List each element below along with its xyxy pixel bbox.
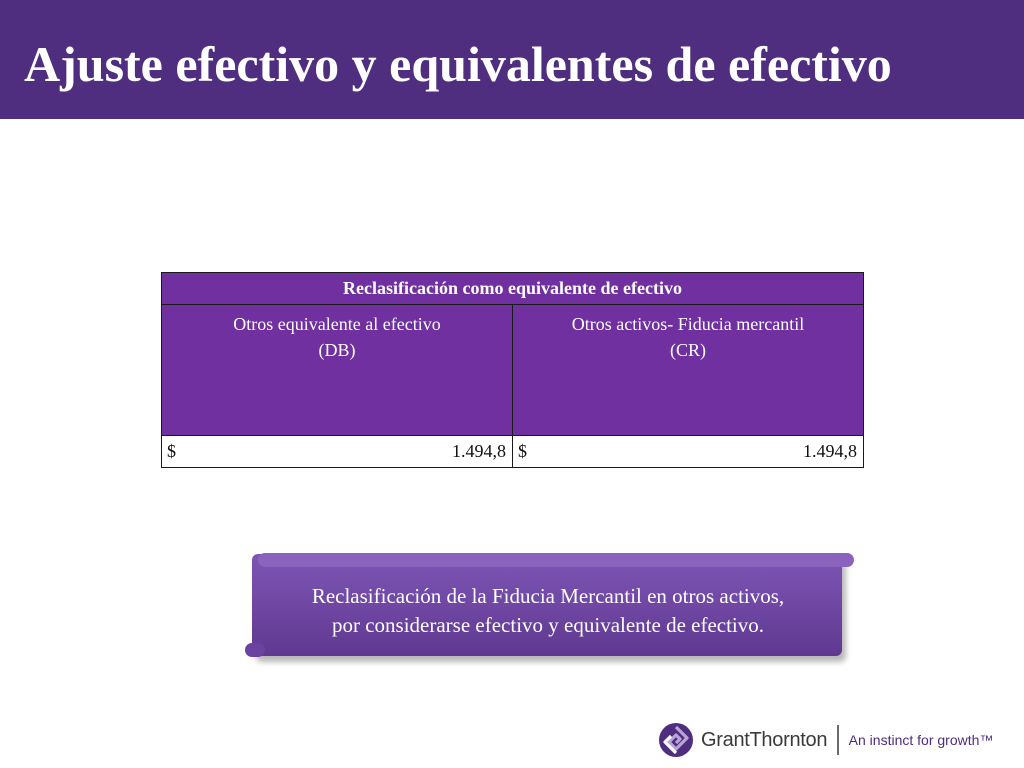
table-column-row: Otros equivalente al efectivo (DB) Otros…: [161, 304, 864, 436]
debit-amount: 1.494,8: [452, 441, 506, 461]
reclassification-table: Reclasificación como equivalente de efec…: [161, 272, 864, 468]
column-debit-type: (DB): [318, 340, 356, 360]
callout-line-2: por considerarse efectivo y equivalente …: [331, 613, 765, 637]
table-header-row: Reclasificación como equivalente de efec…: [161, 272, 864, 305]
grant-thornton-logo: GrantThornton An instinct for growth™: [658, 720, 993, 760]
logo-name: GrantThornton: [701, 728, 828, 751]
debit-value-cell: $ 1.494,8: [161, 435, 513, 468]
column-debit: Otros equivalente al efectivo (DB): [161, 304, 513, 436]
debit-currency: $: [167, 441, 176, 461]
table-row: $ 1.494,8 $ 1.494,8: [161, 435, 864, 468]
slide-title: Ajuste efectivo y equivalentes de efecti…: [24, 36, 892, 92]
callout-scroll: [252, 554, 842, 656]
credit-value-cell: $ 1.494,8: [512, 435, 864, 468]
scroll-bottom-curl: [245, 643, 265, 657]
callout-text: Reclasificación de la Fiducia Mercantil …: [258, 582, 838, 640]
title-bar: Ajuste efectivo y equivalentes de efecti…: [0, 0, 1024, 119]
logo-divider: [837, 725, 839, 755]
callout-line-1: Reclasificación de la Fiducia Mercantil …: [311, 584, 785, 608]
table-header: Reclasificación como equivalente de efec…: [161, 272, 864, 305]
grant-thornton-mark-icon: [659, 723, 693, 757]
column-debit-label: Otros equivalente al efectivo: [233, 314, 441, 334]
column-credit-type: (CR): [670, 340, 706, 360]
column-credit-label: Otros activos- Fiducia mercantil: [571, 314, 805, 334]
column-credit: Otros activos- Fiducia mercantil (CR): [512, 304, 864, 436]
scroll-top-curl: [258, 553, 854, 567]
logo-tagline: An instinct for growth™: [848, 732, 994, 748]
credit-currency: $: [518, 441, 527, 461]
credit-amount: 1.494,8: [803, 441, 857, 461]
